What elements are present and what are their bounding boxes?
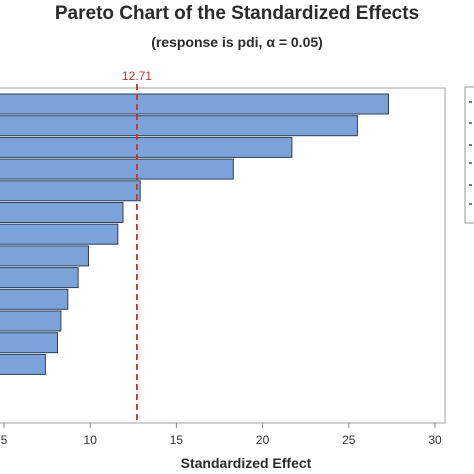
bar <box>0 136 293 158</box>
chart-subtitle: (response is pdi, α = 0.05) <box>151 34 323 50</box>
chart-title: Pareto Chart of the Standardized Effects <box>54 3 420 24</box>
legend-entry-marker <box>469 101 472 103</box>
bar <box>0 332 58 354</box>
legend-entry-marker <box>469 162 472 164</box>
x-tick-label: 5 <box>1 433 8 447</box>
legend-entry-marker <box>469 203 472 205</box>
bar <box>0 310 62 332</box>
x-tick-label: 20 <box>256 433 270 447</box>
plot-frame <box>0 87 446 424</box>
bar <box>0 223 119 245</box>
bar <box>0 202 124 223</box>
legend-entry-marker <box>469 122 472 124</box>
reference-line-label: 12.71 <box>122 69 152 83</box>
bar <box>0 158 234 180</box>
x-tick-label: 15 <box>170 433 184 447</box>
x-tick-label: 25 <box>342 433 356 447</box>
bar <box>0 115 358 137</box>
bar <box>0 288 69 310</box>
bar <box>0 180 141 202</box>
legend-entry-marker <box>469 144 472 146</box>
x-axis-label: Standardized Effect <box>180 455 312 471</box>
bar <box>0 267 79 289</box>
legend-entry-marker <box>469 184 472 186</box>
x-tick-label: 30 <box>428 433 442 447</box>
legend-box <box>464 86 474 224</box>
x-tick-label: 10 <box>84 433 98 447</box>
bar <box>0 353 46 375</box>
bar <box>0 245 89 267</box>
bar <box>0 93 389 115</box>
